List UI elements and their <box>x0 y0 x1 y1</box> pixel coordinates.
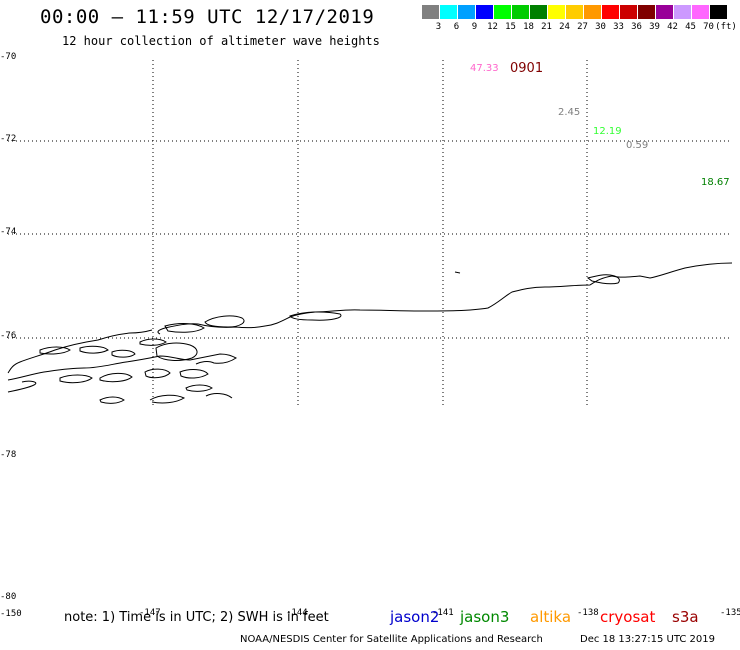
satellite-legend-s3a: s3a <box>672 608 699 626</box>
observation-value: 2.45 <box>558 107 581 118</box>
scale-swatch <box>458 5 475 19</box>
observation-value: 18.67 <box>701 177 730 188</box>
scale-label: 24 <box>559 22 570 32</box>
scale-swatch <box>692 5 709 19</box>
scale-swatch <box>512 5 529 19</box>
footer-note: note: 1) Time is in UTC; 2) SWH is in fe… <box>64 610 329 625</box>
observation-value: 0.59 <box>626 140 649 151</box>
scale-label: 30 <box>595 22 606 32</box>
lat-label: -70 <box>0 52 17 62</box>
lat-label: -78 <box>0 450 17 460</box>
page-subtitle: 12 hour collection of altimeter wave hei… <box>62 34 380 48</box>
scale-label: 9 <box>471 22 478 32</box>
satellite-legend-cryosat: cryosat <box>600 608 656 626</box>
lon-label: -141 <box>432 608 454 618</box>
antarctic-coastline <box>7 262 733 404</box>
lat-label: -74 <box>0 227 17 237</box>
scale-label: 45 <box>685 22 696 32</box>
scale-swatch <box>584 5 601 19</box>
observation-value: 47.33 <box>470 63 499 74</box>
scale-swatch <box>602 5 619 19</box>
lon-label: -144 <box>286 608 308 618</box>
satellite-legend-altika: altika <box>530 608 572 626</box>
page-title: 00:00 – 11:59 UTC 12/17/2019 <box>40 6 375 28</box>
scale-label: 21 <box>541 22 552 32</box>
lon-label: -138 <box>577 608 599 618</box>
scale-swatch <box>494 5 511 19</box>
scale-swatch <box>638 5 655 19</box>
scale-label: 36 <box>631 22 642 32</box>
observation-value: 12.19 <box>593 126 622 137</box>
scale-label: 27 <box>577 22 588 32</box>
scale-label: 39 <box>649 22 660 32</box>
scale-label: 33 <box>613 22 624 32</box>
scale-swatch <box>548 5 565 19</box>
generated-timestamp: Dec 18 13:27:15 UTC 2019 <box>580 634 715 645</box>
satellite-legend-jason2: jason2 <box>390 608 440 626</box>
scale-swatch <box>440 5 457 19</box>
scale-label: 70 <box>703 22 714 32</box>
lat-label: -72 <box>0 134 17 144</box>
observation-value: 0901 <box>510 61 544 76</box>
scale-label: 15 <box>505 22 516 32</box>
lat-label: -76 <box>0 331 17 341</box>
scale-label: 6 <box>453 22 460 32</box>
lat-label: -80 <box>0 592 17 602</box>
scale-swatch <box>422 5 439 19</box>
scale-swatch <box>620 5 637 19</box>
scale-label: 12 <box>487 22 498 32</box>
credit-text: NOAA/NESDIS Center for Satellite Applica… <box>240 634 543 645</box>
satellite-legend-jason3: jason3 <box>460 608 510 626</box>
lon-label: -135 <box>720 608 740 618</box>
lon-label: -147 <box>139 608 161 618</box>
scale-swatch <box>674 5 691 19</box>
scale-swatch <box>530 5 547 19</box>
graticule <box>8 60 732 408</box>
scale-unit: (ft) <box>715 22 737 32</box>
scale-swatch <box>476 5 493 19</box>
scale-swatch <box>566 5 583 19</box>
lon-label: -150 <box>0 609 22 619</box>
scale-swatch <box>710 5 727 19</box>
scale-label: 3 <box>435 22 442 32</box>
scale-label: 18 <box>523 22 534 32</box>
scale-swatch <box>656 5 673 19</box>
scale-label: 42 <box>667 22 678 32</box>
